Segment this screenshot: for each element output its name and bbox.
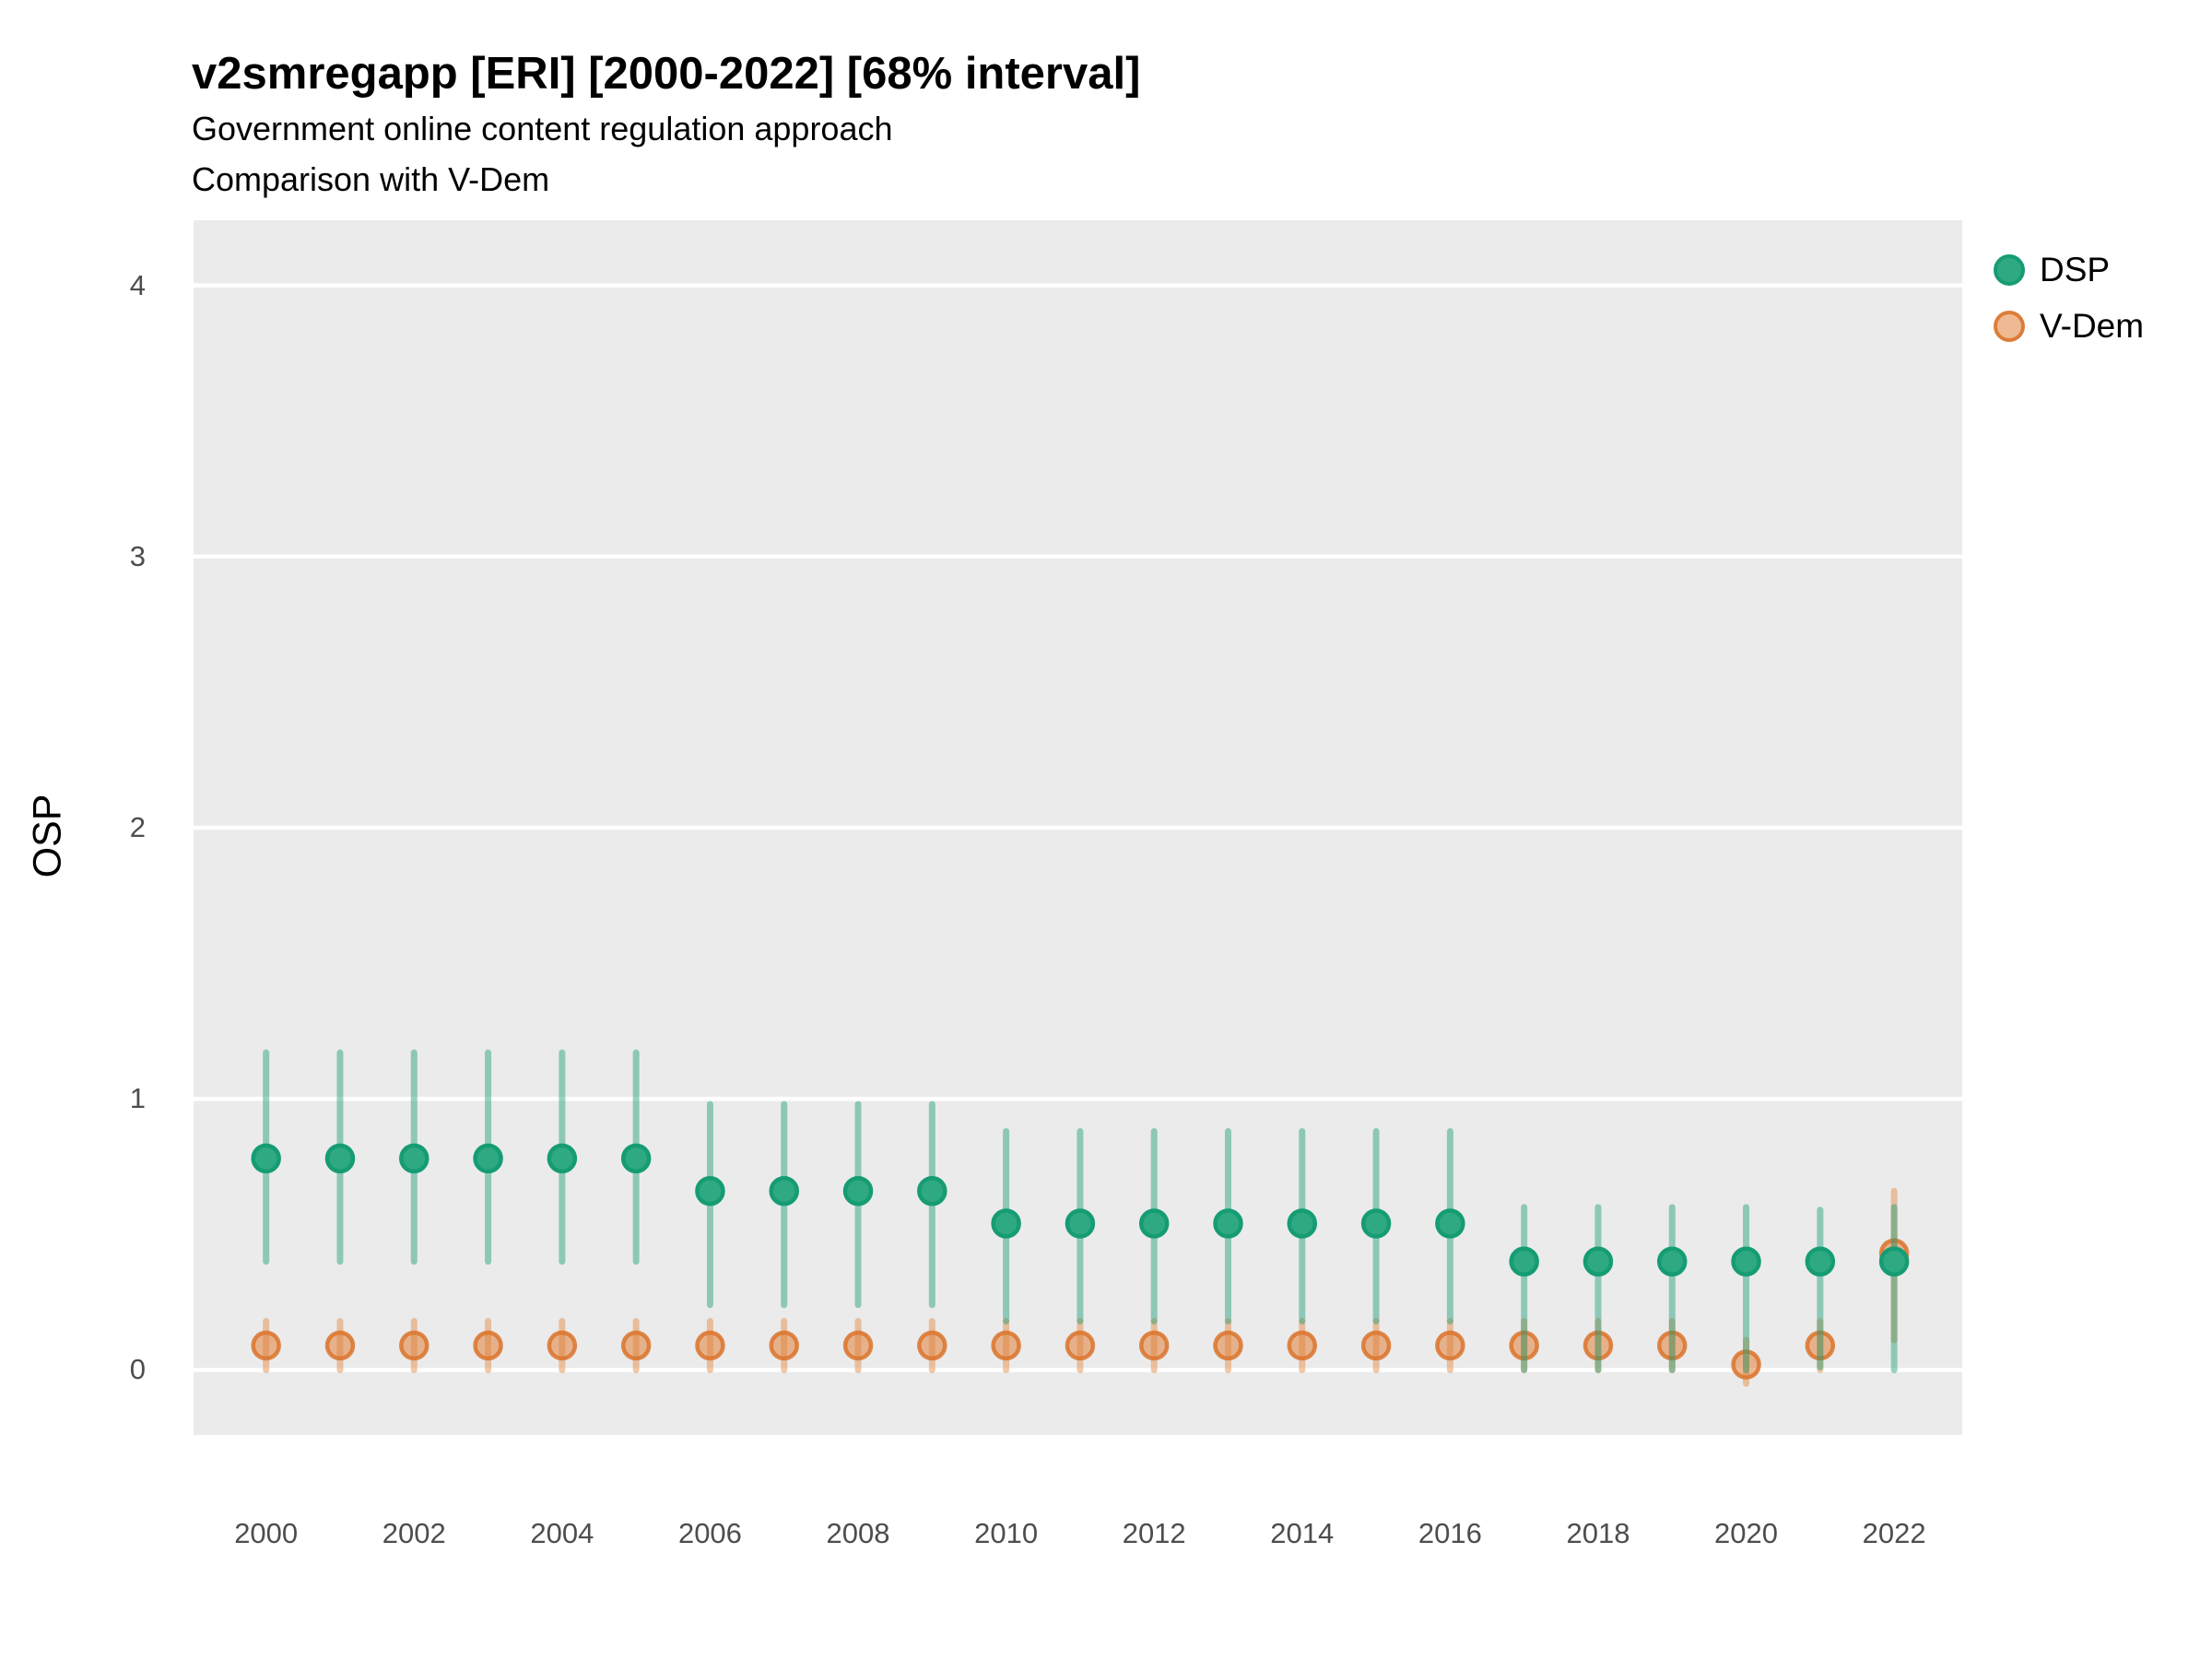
legend: DSP V-Dem: [1994, 249, 2144, 361]
data-point-V-Dem-2000: [251, 1330, 281, 1361]
x-tick-label-2020: 2020: [1714, 1517, 1779, 1549]
data-point-V-Dem-2004: [547, 1330, 578, 1361]
x-tick-label-2022: 2022: [1862, 1517, 1926, 1549]
data-point-V-Dem-2011: [1065, 1330, 1096, 1361]
y-tick-label-0: 0: [129, 1353, 146, 1386]
data-point-DSP-2008: [842, 1175, 874, 1206]
x-tick-label-2016: 2016: [1418, 1517, 1482, 1549]
chart-subtitle: Government online content regulation app…: [192, 110, 893, 147]
x-tick-label-2008: 2008: [826, 1517, 890, 1549]
data-point-V-Dem-2007: [769, 1330, 799, 1361]
vdem-legend-dot-icon: [1994, 311, 2025, 342]
data-point-V-Dem-2008: [842, 1330, 874, 1361]
x-tick-label-2000: 2000: [234, 1517, 299, 1549]
data-point-DSP-2015: [1360, 1208, 1392, 1239]
data-point-V-Dem-2016: [1435, 1330, 1465, 1361]
data-point-V-Dem-2005: [620, 1330, 652, 1361]
data-point-V-Dem-2020: [1731, 1349, 1761, 1380]
x-tick-label-2014: 2014: [1270, 1517, 1335, 1549]
x-tick-label-2006: 2006: [677, 1517, 742, 1549]
data-point-V-Dem-2014: [1287, 1330, 1318, 1361]
data-point-V-Dem-2009: [917, 1330, 947, 1361]
chart-subtitle-2: Comparison with V-Dem: [192, 160, 550, 198]
x-tick-label-2002: 2002: [382, 1517, 446, 1549]
data-point-DSP-2004: [547, 1143, 578, 1174]
data-point-V-Dem-2003: [473, 1330, 503, 1361]
data-point-DSP-2011: [1065, 1208, 1096, 1239]
data-point-DSP-2012: [1138, 1208, 1170, 1239]
data-point-V-Dem-2017: [1509, 1330, 1539, 1361]
x-tick-label-2012: 2012: [1122, 1517, 1186, 1549]
dsp-legend-dot-icon: [1994, 254, 2025, 286]
legend-label: DSP: [2040, 251, 2111, 288]
data-point-DSP-2005: [620, 1143, 652, 1174]
data-point-DSP-2018: [1583, 1246, 1614, 1277]
x-tick-label-2004: 2004: [530, 1517, 594, 1549]
data-point-V-Dem-2002: [399, 1330, 429, 1361]
data-point-V-Dem-2001: [324, 1330, 356, 1361]
x-tick-label-2010: 2010: [974, 1517, 1039, 1549]
data-point-DSP-2019: [1657, 1246, 1688, 1277]
legend-label: V-Dem: [2040, 307, 2145, 345]
legend-item-vdem: V-Dem: [1994, 305, 2144, 347]
data-point-DSP-2009: [917, 1175, 947, 1206]
data-point-DSP-2007: [769, 1175, 799, 1206]
data-point-V-Dem-2012: [1138, 1330, 1170, 1361]
legend-item-dsp: DSP: [1994, 249, 2144, 291]
data-point-DSP-2020: [1731, 1246, 1761, 1277]
data-point-DSP-2002: [399, 1143, 429, 1174]
chart-title: v2smregapp [ERI] [2000-2022] [68% interv…: [192, 49, 1141, 99]
data-point-V-Dem-2013: [1213, 1330, 1243, 1361]
data-point-DSP-2022: [1878, 1246, 1910, 1277]
data-point-DSP-2021: [1805, 1246, 1836, 1277]
y-tick-label-4: 4: [129, 268, 146, 301]
data-point-DSP-2003: [473, 1143, 503, 1174]
y-tick-label-2: 2: [129, 811, 146, 843]
data-point-DSP-2013: [1213, 1208, 1243, 1239]
x-tick-label-2018: 2018: [1566, 1517, 1630, 1549]
data-point-V-Dem-2019: [1657, 1330, 1688, 1361]
data-point-V-Dem-2010: [991, 1330, 1021, 1361]
data-point-DSP-2000: [251, 1143, 281, 1174]
data-point-V-Dem-2021: [1805, 1330, 1836, 1361]
y-tick-label-3: 3: [129, 539, 146, 572]
y-tick-label-1: 1: [129, 1082, 146, 1115]
data-point-V-Dem-2006: [695, 1330, 725, 1361]
data-point-DSP-2016: [1435, 1208, 1465, 1239]
data-point-V-Dem-2015: [1360, 1330, 1392, 1361]
data-point-DSP-2017: [1509, 1246, 1539, 1277]
data-point-DSP-2014: [1287, 1208, 1318, 1239]
data-point-V-Dem-2018: [1583, 1330, 1614, 1361]
data-point-DSP-2006: [695, 1175, 725, 1206]
data-point-DSP-2010: [991, 1208, 1021, 1239]
data-point-DSP-2001: [324, 1143, 356, 1174]
